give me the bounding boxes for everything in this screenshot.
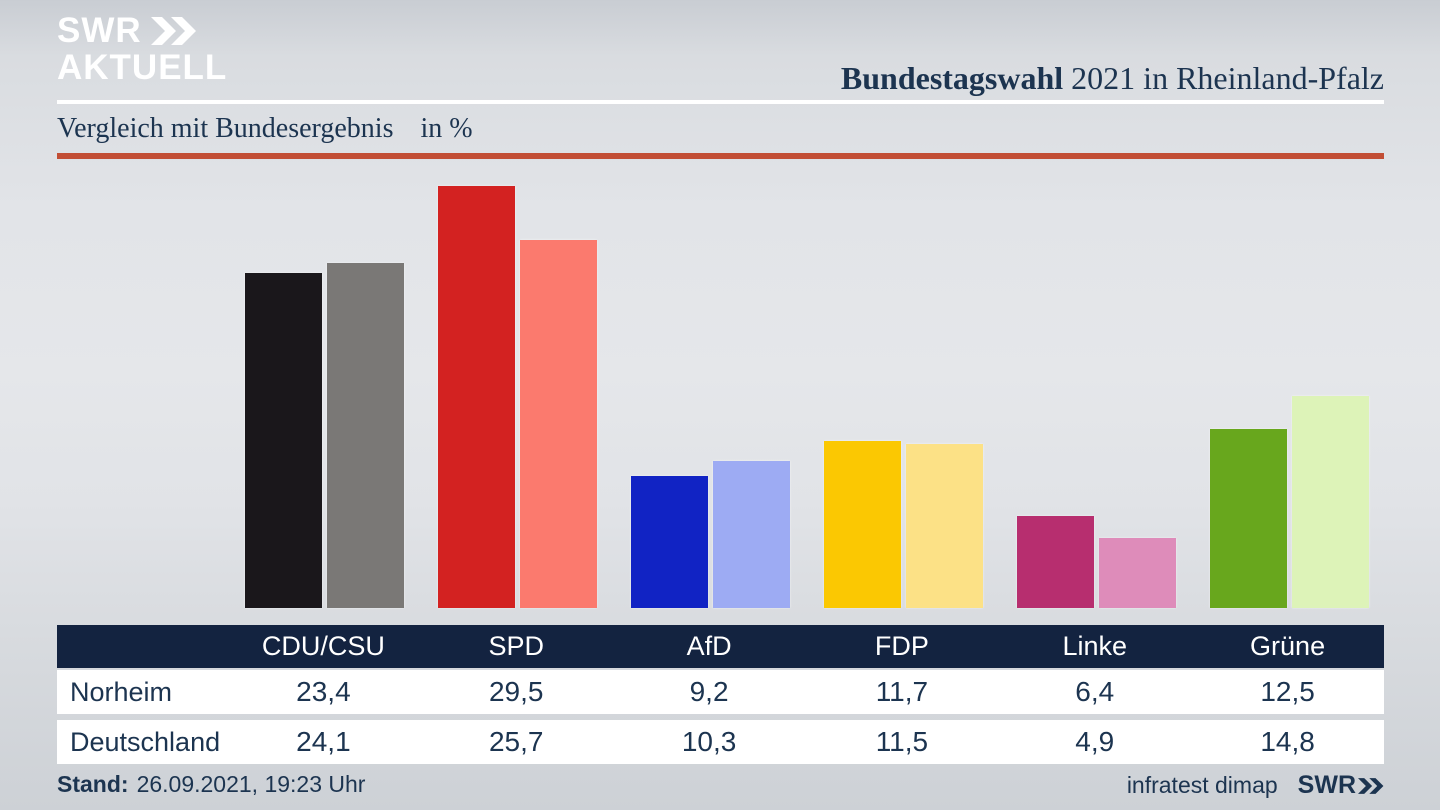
value-deutschland-fdp: 11,5 <box>875 726 929 757</box>
logo-text-swr: SWR <box>57 11 142 50</box>
page-title-bold: Bundestagswahl <box>840 60 1064 96</box>
swr-footer-logo-text: SWR <box>1297 771 1356 799</box>
bar-spd-deutschland <box>519 240 597 608</box>
column-header-gr-ne: Grüne <box>1250 631 1326 661</box>
bar-cdu-csu-norheim <box>244 273 322 608</box>
value-norheim-spd: 29,5 <box>488 676 544 707</box>
value-norheim-gr-ne: 12,5 <box>1260 676 1315 707</box>
bar-fdp-deutschland <box>905 443 983 608</box>
source-attribution: infratest dimap SWR <box>1127 771 1384 800</box>
table-body: Norheim 23,4 29,5 9,2 11,7 6,4 12,5 Deutschland… <box>57 670 1384 764</box>
table-row-deutschland: Deutschland 24,1 25,7 10,3 11,5 4,9 14,8 <box>57 720 1384 764</box>
bar-afd-deutschland <box>712 460 790 608</box>
row-label-deutschland: Deutschland <box>70 726 221 757</box>
timestamp-label: Stand: <box>57 771 129 797</box>
header-divider-line <box>57 100 1384 104</box>
bar-gr-ne-deutschland <box>1291 396 1369 608</box>
timestamp-value: 26.09.2021, 19:23 Uhr <box>136 771 366 797</box>
column-header-afd: AfD <box>686 631 732 661</box>
chart-subtitle-text: Vergleich mit Bundesergebnis <box>57 113 394 144</box>
swr-footer-logo: SWR <box>1298 771 1384 800</box>
table-header-row: CDU/CSU SPD AfD FDP Linke Grüne <box>57 625 1384 668</box>
results-table: CDU/CSU SPD AfD FDP Linke Grüne Norheim 23,4 29… <box>57 625 1384 764</box>
value-deutschland-gr-ne: 14,8 <box>1260 726 1315 757</box>
bar-linke-norheim <box>1016 516 1094 608</box>
page-title: Bundestagswahl 2021 in Rheinland-Pfalz <box>841 60 1384 97</box>
bar-gr-ne-norheim <box>1209 429 1287 608</box>
table-row-norheim: Norheim 23,4 29,5 9,2 11,7 6,4 12,5 <box>57 670 1384 714</box>
swr-aktuell-logo: SWR AKTUELL <box>57 12 227 86</box>
value-norheim-afd: 9,2 <box>689 676 729 707</box>
timestamp: Stand: 26.09.2021, 19:23 Uhr <box>57 771 365 798</box>
column-header-spd: SPD <box>488 631 544 661</box>
swr-chevrons-icon <box>150 16 196 45</box>
source-name: infratest dimap <box>1126 772 1278 798</box>
value-deutschland-cdu-csu: 24,1 <box>296 726 351 757</box>
swr-footer-chevrons-icon <box>1358 777 1384 794</box>
column-header-cdu-csu: CDU/CSU <box>261 631 385 661</box>
bar-cdu-csu-deutschland <box>326 263 404 608</box>
value-norheim-cdu-csu: 23,4 <box>296 676 351 707</box>
bar-afd-norheim <box>630 476 708 608</box>
value-deutschland-afd: 10,3 <box>681 726 737 757</box>
page-title-rest: 2021 in Rheinland-Pfalz <box>1063 60 1384 96</box>
accent-divider-line <box>57 153 1384 159</box>
row-label-norheim: Norheim <box>70 676 173 707</box>
chart-subtitle: Vergleich mit Bundesergebnis in % <box>57 113 473 145</box>
value-norheim-linke: 6,4 <box>1075 676 1115 707</box>
bar-spd-norheim <box>437 186 515 608</box>
column-header-linke: Linke <box>1062 631 1128 661</box>
column-header-fdp: FDP <box>874 631 929 661</box>
value-deutschland-linke: 4,9 <box>1075 726 1115 757</box>
logo-text-aktuell: AKTUELL <box>57 48 228 87</box>
bar-linke-deutschland <box>1098 537 1176 608</box>
value-norheim-fdp: 11,7 <box>875 676 929 707</box>
bar-fdp-norheim <box>823 440 901 608</box>
value-deutschland-spd: 25,7 <box>488 726 544 757</box>
chart-subtitle-unit: in % <box>420 113 473 144</box>
